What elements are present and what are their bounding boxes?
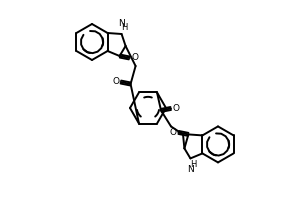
- Text: O: O: [172, 104, 179, 113]
- Text: N: N: [118, 19, 125, 27]
- Text: H: H: [122, 23, 128, 32]
- Text: O: O: [131, 53, 138, 62]
- Text: O: O: [170, 128, 177, 137]
- Text: N: N: [187, 165, 194, 174]
- Text: H: H: [190, 160, 196, 169]
- Text: O: O: [112, 77, 119, 86]
